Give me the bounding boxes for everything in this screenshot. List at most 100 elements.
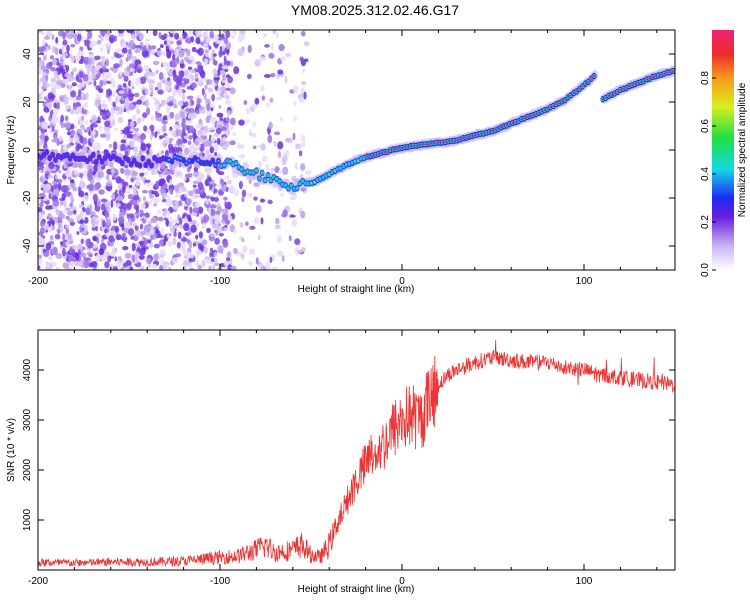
spectrogram-noise-blob [215,127,222,135]
spectrogram-noise-blob [213,251,218,257]
spectrogram-noise-blob [248,129,252,136]
spectrogram-noise-blob [40,90,45,96]
spectrogram-noise-blob [115,96,119,104]
spectrogram-noise-blob [49,234,54,241]
spectrogram-noise-blob [121,47,128,54]
spectrogram-noise-blob [265,103,270,107]
spectrogram-noise-blob [40,133,46,142]
spectrogram-noise-blob [264,74,271,78]
spectrogram-noise-blob [221,42,225,51]
spectrogram-noise-blob [104,33,109,42]
spectrogram-noise-blob [79,219,84,225]
spectrogram-noise-blob [112,213,117,221]
spectrogram-noise-blob [67,232,73,242]
spectrogram-noise-blob [212,68,218,76]
spectrogram-noise-blob [223,196,228,201]
spectrogram-ridge-core [386,150,389,153]
spectrogram-noise-blob [305,170,312,175]
spectrogram-noise-blob [146,182,151,188]
spectrogram-noise-blob [192,184,197,188]
spectrogram-noise-blob [104,228,108,234]
spectrogram-ridge-outer [120,160,125,167]
spectrogram-noise-blob [38,140,44,146]
spectrogram-noise-blob [94,55,101,60]
spectrogram-noise-blob [45,173,49,180]
spectrogram-noise-blob [119,130,123,134]
spectrogram-xtick-label: -200 [28,276,48,287]
spectrogram-noise-blob [164,84,171,92]
spectrogram-ridge-core [572,92,575,94]
spectrogram-noise-blob [56,179,63,184]
spectrogram-noise-blob [38,236,44,244]
spectrogram-noise-blob [60,225,64,233]
spectrogram-ridge-core [275,178,278,180]
spectrogram-noise-blob [161,139,167,147]
snr-xtick-label: -100 [210,576,230,587]
spectrogram-noise-blob [187,140,192,145]
spectrogram-noise-blob [84,101,88,108]
spectrogram-xtick-label: 0 [399,276,405,287]
spectrogram-noise-blob [281,255,285,262]
spectrogram-ridge-core [569,94,573,97]
spectrogram-ridge-core [630,84,634,87]
spectrogram-ridge-core [435,141,439,144]
spectrogram-noise-blob [58,223,62,228]
spectrogram-xtick-label: 100 [576,276,593,287]
spectrogram-noise-blob [227,179,232,185]
spectrogram-noise-blob [173,224,180,229]
snr-y-axis: 1000 2000 3000 4000 [22,358,675,531]
spectrogram-noise-blob [232,132,237,136]
spectrogram-noise-blob [208,207,212,216]
spectrogram-noise-blob [252,145,257,150]
spectrogram-noise-blob [158,72,164,81]
spectrogram-noise-blob [177,120,181,124]
spectrogram-noise-blob [96,201,101,207]
spectrogram-noise-blob [209,165,212,172]
spectrogram-ylabel: Frequency (Hz) [6,116,17,185]
spectrogram-noise-blob [139,172,145,177]
spectrogram-noise-blob [260,85,265,92]
spectrogram-noise-blob [191,82,198,89]
spectrogram-noise-blob [223,227,230,231]
spectrogram-noise-blob [169,188,174,195]
spectrogram-noise-blob [155,180,160,188]
spectrogram-noise-blob [225,219,231,224]
spectrogram-noise-blob [41,121,49,130]
spectrogram-noise-blob [131,114,137,121]
spectrogram-noise-blob [259,56,266,62]
spectrogram-noise-blob [134,253,138,259]
spectrogram-noise-blob [182,31,187,40]
spectrogram-noise-blob [238,119,245,126]
spectrogram-noise-blob [197,66,204,74]
spectrogram-noise-blob [157,89,164,95]
spectrogram-noise-blob [80,238,84,245]
spectrogram-noise-blob [183,176,187,182]
spectrogram-noise-blob [178,49,185,58]
spectrogram-noise-blob [209,251,213,258]
spectrogram-noise-blob [202,259,206,268]
spectrogram-noise-blob [142,112,148,119]
spectrogram-noise-blob [77,33,82,42]
spectrogram-noise-blob [189,267,195,270]
spectrogram-noise-blob [162,183,168,190]
spectrogram-noise-blob [226,117,230,124]
spectrogram-noise-blob [138,265,145,270]
spectrogram-noise-blob [198,231,203,239]
spectrogram-noise-blob [268,52,275,59]
spectrogram-noise-blob [44,135,49,142]
spectrogram-noise-blob [186,59,193,63]
spectrogram-ridge-core [357,159,360,162]
spectrogram-noise-blob [180,58,185,65]
spectrogram-noise-blob [160,228,164,236]
spectrogram-noise-blob [221,65,228,69]
spectrogram-noise-blob [197,47,204,56]
spectrogram-noise-blob [280,192,285,197]
spectrogram-noise-blob [147,78,153,84]
spectrogram-noise-blob [117,107,123,115]
spectrogram-noise-blob [73,170,79,176]
spectrogram-noise-blob [116,202,121,207]
spectrogram-noise-blob [265,163,270,172]
spectrogram-noise-blob [124,168,131,177]
spectrogram-noise-blob [47,30,53,38]
